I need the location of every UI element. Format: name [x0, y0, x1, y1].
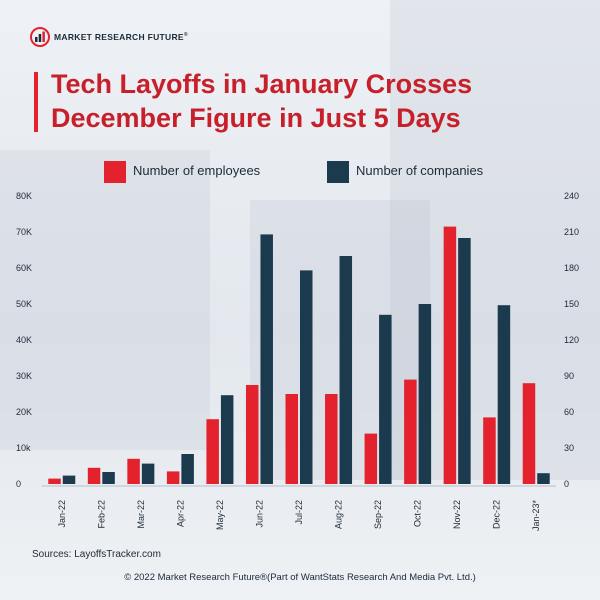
bar-companies — [102, 472, 115, 484]
bar-employees — [245, 385, 259, 484]
x-axis-tick-label: Jun-22 — [254, 500, 264, 528]
right-axis-tick-label: 120 — [564, 335, 579, 345]
bar-companies — [379, 314, 392, 484]
x-axis-tick-label: Aug-22 — [334, 500, 344, 529]
source-note: Sources: LayoffsTracker.com — [32, 549, 161, 560]
right-axis-tick-label: 240 — [564, 191, 579, 201]
title-accent-bar — [34, 72, 38, 132]
x-axis-tick-label: Jul-22 — [294, 500, 304, 525]
legend-label-companies: Number of companies — [356, 163, 484, 178]
bar-employees — [364, 433, 378, 484]
left-axis-tick-label: 40K — [16, 335, 32, 345]
x-axis-tick-label: Dec-22 — [492, 500, 502, 529]
left-axis-tick-label: 80K — [16, 191, 32, 201]
x-axis-tick-label: Nov-22 — [452, 500, 462, 529]
copyright-footer: © 2022 Market Research Future®(Part of W… — [124, 572, 476, 583]
chart-title-line-2: December Figure in Just 5 Days — [51, 103, 461, 133]
brand-logo: MARKET RESEARCH FUTURE® — [30, 27, 188, 47]
x-axis-tick-label: Oct-22 — [413, 500, 423, 527]
left-axis-tick-label: 50K — [16, 299, 32, 309]
x-axis-tick-label: Jan-22 — [57, 500, 67, 528]
bar-employees — [127, 458, 140, 484]
legend-swatch-companies — [327, 161, 349, 183]
bar-companies — [300, 270, 313, 484]
bar-companies — [220, 395, 234, 484]
right-axis-tick-label: 0 — [564, 479, 569, 489]
chart-legend: Number of employees Number of companies — [0, 159, 600, 183]
background-building-left — [0, 150, 210, 450]
right-axis-tick-label: 90 — [564, 371, 574, 381]
left-axis-tick-label: 10k — [16, 443, 31, 453]
bar-employees — [206, 419, 219, 484]
right-axis-tick-label: 180 — [564, 263, 579, 273]
bar-employees — [522, 383, 536, 484]
legend-label-employees: Number of employees — [133, 163, 261, 178]
bar-employees — [48, 478, 61, 484]
bar-employees — [325, 394, 338, 484]
right-axis-tick-label: 30 — [564, 443, 574, 453]
bar-companies — [260, 234, 273, 484]
x-axis-tick-label: Feb-22 — [96, 500, 106, 529]
logo-icon — [30, 27, 50, 47]
right-axis-tick-label: 210 — [564, 227, 579, 237]
chart-title: Tech Layoffs in January Crosses December… — [51, 67, 571, 135]
right-axis-tick-label: 60 — [564, 407, 574, 417]
bar-employees — [443, 226, 457, 484]
x-axis-tick-label: May-22 — [215, 500, 225, 530]
bar-companies — [339, 256, 353, 484]
left-axis-tick-label: 60K — [16, 263, 32, 273]
bar-employees — [87, 467, 101, 484]
x-axis-tick-label: Jan-23* — [531, 500, 541, 532]
bar-employees — [285, 394, 298, 484]
bar-companies — [62, 475, 76, 484]
bar-companies — [458, 238, 471, 484]
right-axis-tick-label: 150 — [564, 299, 579, 309]
bar-companies — [418, 304, 432, 484]
x-axis-tick-label: Apr-22 — [175, 500, 185, 527]
bar-employees — [483, 417, 496, 484]
bar-companies — [181, 454, 194, 484]
bar-employees — [166, 471, 180, 484]
chart-title-line-1: Tech Layoffs in January Crosses — [51, 69, 473, 99]
x-axis-tick-label: Mar-22 — [136, 500, 146, 529]
left-axis-tick-label: 30K — [16, 371, 32, 381]
left-axis-tick-label: 20K — [16, 407, 32, 417]
bar-companies — [141, 463, 155, 484]
brand-name: MARKET RESEARCH FUTURE® — [54, 32, 188, 42]
bar-employees — [404, 379, 417, 484]
x-axis-tick-label: Sep-22 — [373, 500, 383, 529]
bar-companies — [537, 473, 550, 484]
left-axis-tick-label: 70K — [16, 227, 32, 237]
legend-swatch-employees — [104, 161, 126, 183]
bar-companies — [497, 305, 511, 484]
left-axis-tick-label: 0 — [16, 479, 21, 489]
